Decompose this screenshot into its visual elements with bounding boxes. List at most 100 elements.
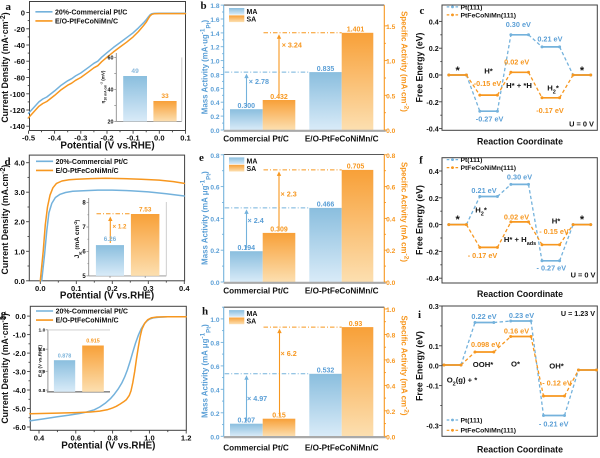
svg-text:0.0: 0.0 xyxy=(35,284,46,293)
svg-text:1.2: 1.2 xyxy=(210,45,219,52)
svg-text:7.53: 7.53 xyxy=(139,206,152,213)
svg-text:0.8: 0.8 xyxy=(386,333,395,340)
svg-text:0.2: 0.2 xyxy=(386,409,395,416)
svg-text:SA: SA xyxy=(247,319,257,326)
svg-text:6: 6 xyxy=(82,250,86,256)
svg-text:0.21 eV: 0.21 eV xyxy=(471,186,496,195)
svg-text:-0.2: -0.2 xyxy=(426,247,438,256)
svg-text:1.0: 1.0 xyxy=(386,59,395,66)
svg-text:0.0: 0.0 xyxy=(386,128,395,135)
svg-text:0.1: 0.1 xyxy=(180,134,191,143)
svg-text:-100: -100 xyxy=(10,90,25,99)
svg-text:0.532: 0.532 xyxy=(317,368,335,375)
svg-text:3.0: 3.0 xyxy=(14,188,25,197)
svg-text:0.3: 0.3 xyxy=(429,302,439,311)
svg-text:0.4: 0.4 xyxy=(210,216,219,223)
svg-text:0.0: 0.0 xyxy=(429,221,439,230)
svg-text:0.0: 0.0 xyxy=(15,312,26,321)
svg-text:f: f xyxy=(419,155,423,167)
svg-text:1.0: 1.0 xyxy=(144,433,155,442)
svg-text:H*: H* xyxy=(484,67,493,76)
svg-text:0.0: 0.0 xyxy=(210,434,219,441)
svg-text:-40: -40 xyxy=(14,41,25,50)
svg-text:1.0: 1.0 xyxy=(210,317,219,324)
svg-text:Mass Activity (mA·ug-1Pt): Mass Activity (mA·ug-1Pt) xyxy=(199,19,213,114)
svg-text:0.6: 0.6 xyxy=(386,358,395,365)
svg-text:Current Density (mA.cm-2): Current Density (mA.cm-2) xyxy=(0,165,10,275)
svg-text:0.6: 0.6 xyxy=(210,86,219,93)
svg-text:*: * xyxy=(580,65,585,77)
svg-text:Free Energy (eV): Free Energy (eV) xyxy=(415,32,425,102)
svg-text:5: 5 xyxy=(82,274,86,280)
svg-text:-0.27 eV: -0.27 eV xyxy=(476,115,504,124)
svg-text:- 0.27 eV: - 0.27 eV xyxy=(536,264,566,273)
svg-text:Pt(111): Pt(111) xyxy=(461,157,483,164)
svg-text:Specific Activity (mA cm-2): Specific Activity (mA cm-2) xyxy=(400,162,411,262)
svg-text:H2*: H2* xyxy=(475,206,487,218)
svg-text:Pt(111): Pt(111) xyxy=(461,417,483,424)
svg-text:0.4: 0.4 xyxy=(429,17,439,26)
svg-text:0.8: 0.8 xyxy=(107,433,118,442)
svg-text:OOH*: OOH* xyxy=(473,360,494,369)
svg-text:0.6: 0.6 xyxy=(386,185,395,192)
svg-text:0.16 eV: 0.16 eV xyxy=(504,326,529,335)
svg-text:1.0: 1.0 xyxy=(386,307,395,314)
svg-text:0.432: 0.432 xyxy=(270,94,288,101)
svg-text:U = 0 V: U = 0 V xyxy=(571,270,596,279)
svg-text:E/O-PtFeCoNiMn/C: E/O-PtFeCoNiMn/C xyxy=(56,318,119,325)
svg-text:E/O-PtFeCoNiMn/C: E/O-PtFeCoNiMn/C xyxy=(55,19,118,26)
svg-text:*: * xyxy=(455,214,460,226)
svg-text:-20: -20 xyxy=(14,25,25,34)
svg-text:e: e xyxy=(199,152,204,164)
svg-text:0.02 eV: 0.02 eV xyxy=(504,213,529,222)
svg-text:0.21 eV: 0.21 eV xyxy=(537,34,562,43)
svg-text:PtFeCoNiMn(111): PtFeCoNiMn(111) xyxy=(461,12,517,19)
svg-text:-0.3: -0.3 xyxy=(74,134,87,143)
svg-text:-140: -140 xyxy=(10,122,25,131)
svg-text:0.300: 0.300 xyxy=(238,103,256,110)
svg-text:- 0.21 eV: - 0.21 eV xyxy=(539,420,569,429)
svg-text:0.23 eV: 0.23 eV xyxy=(509,311,534,320)
svg-text:0.0: 0.0 xyxy=(429,362,439,371)
svg-text:Commercial Pt/C: Commercial Pt/C xyxy=(223,444,289,453)
svg-text:- 0.15 eV: - 0.15 eV xyxy=(539,227,569,236)
svg-text:0.4: 0.4 xyxy=(34,433,45,442)
svg-text:-60: -60 xyxy=(14,57,25,66)
svg-text:× 2.4: × 2.4 xyxy=(248,216,264,225)
svg-text:20%-Commercial Pt/C: 20%-Commercial Pt/C xyxy=(56,309,128,316)
svg-text:0.0: 0.0 xyxy=(429,71,439,80)
svg-text:× 6.2: × 6.2 xyxy=(281,349,297,358)
svg-text:-0.17 eV: -0.17 eV xyxy=(536,106,564,115)
svg-text:20: 20 xyxy=(108,119,114,125)
svg-text:Specific Activity (mA cm-2): Specific Activity (mA cm-2) xyxy=(400,316,411,416)
svg-text:0.1: 0.1 xyxy=(429,342,439,351)
svg-text:20%-Commercial Pt/C: 20%-Commercial Pt/C xyxy=(56,159,128,166)
svg-text:Mass Activity (mA μg-1Pt): Mass Activity (mA μg-1Pt) xyxy=(199,171,213,265)
svg-text:a: a xyxy=(6,1,12,13)
svg-text:0.9: 0.9 xyxy=(38,347,45,353)
svg-text:-0.2: -0.2 xyxy=(100,134,113,143)
svg-text:40: 40 xyxy=(108,87,114,93)
svg-text:Specific Activity (mA·cm-2): Specific Activity (mA·cm-2) xyxy=(400,11,411,112)
svg-text:0.9: 0.9 xyxy=(38,369,45,375)
svg-text:1.401: 1.401 xyxy=(347,27,365,34)
svg-text:1.2: 1.2 xyxy=(181,433,192,442)
svg-text:7: 7 xyxy=(82,225,86,231)
svg-text:Potential (V vs.RHE): Potential (V vs.RHE) xyxy=(60,291,154,302)
svg-text:× 1.2: × 1.2 xyxy=(113,224,127,231)
svg-text:0.705: 0.705 xyxy=(347,164,365,171)
svg-text:-3.0: -3.0 xyxy=(13,368,26,377)
svg-text:-80: -80 xyxy=(14,74,25,83)
svg-text:-4.0: -4.0 xyxy=(13,386,26,395)
svg-text:2.0: 2.0 xyxy=(14,218,25,227)
svg-text:0.8: 0.8 xyxy=(38,388,45,394)
svg-text:0.2: 0.2 xyxy=(210,248,219,255)
svg-text:0.8: 0.8 xyxy=(210,340,219,347)
svg-text:× 2.3: × 2.3 xyxy=(281,190,297,199)
svg-text:0.309: 0.309 xyxy=(270,227,288,234)
svg-text:0.4: 0.4 xyxy=(179,284,190,293)
svg-text:1.4: 1.4 xyxy=(210,31,219,38)
svg-text:Free Energy (eV): Free Energy (eV) xyxy=(415,185,425,255)
svg-text:-5.0: -5.0 xyxy=(13,405,26,414)
svg-text:E/O-PtFeCoNiMn/C: E/O-PtFeCoNiMn/C xyxy=(305,287,379,296)
